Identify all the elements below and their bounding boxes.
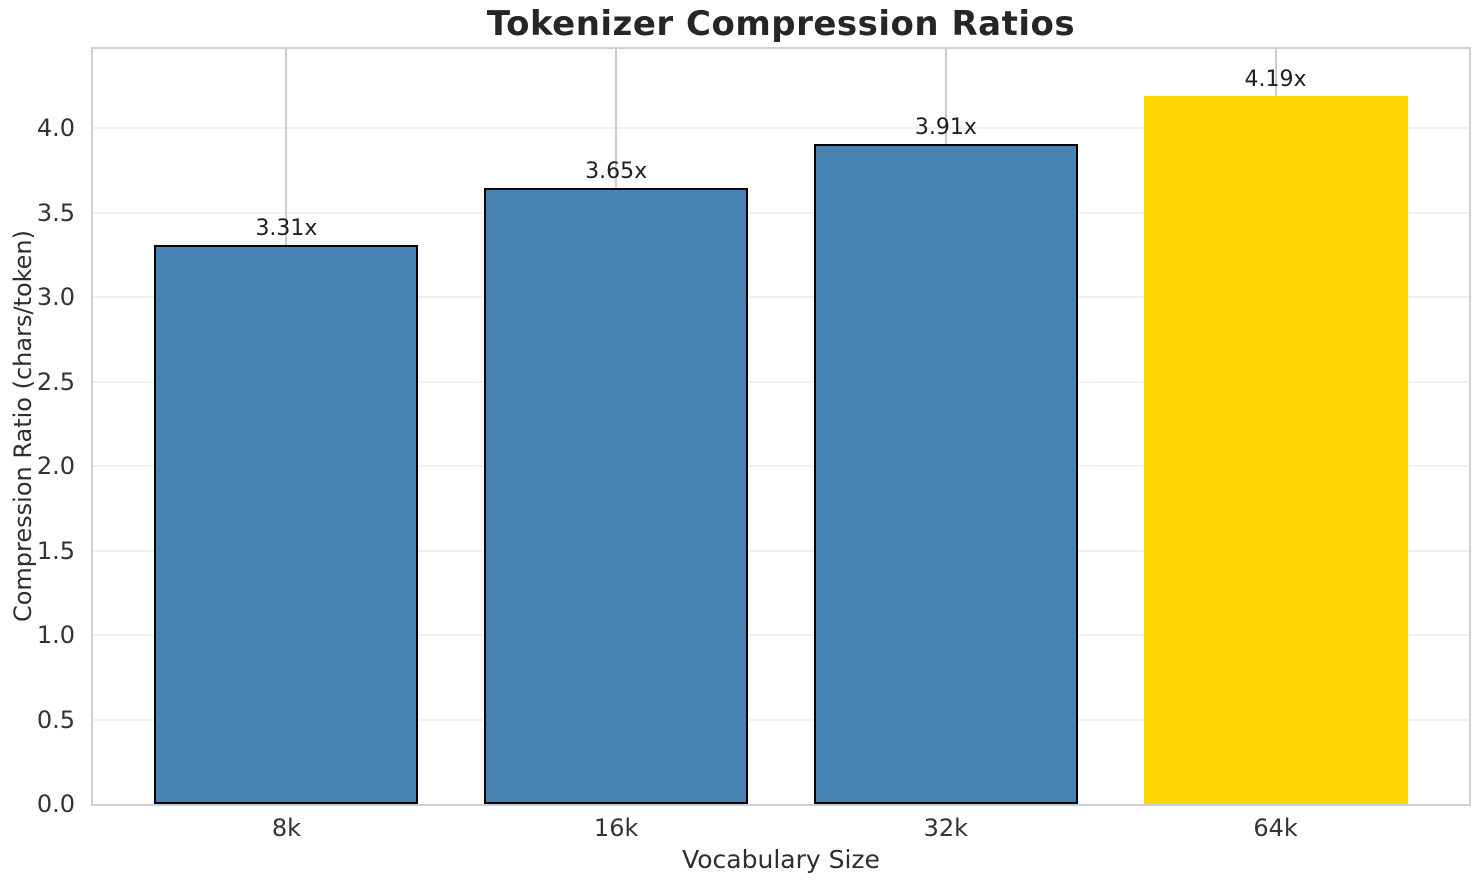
x-tick-label: 64k xyxy=(1253,814,1298,842)
horizontal-gridline xyxy=(93,465,1469,468)
bar-value-label: 4.19x xyxy=(1244,67,1307,93)
bar-value-label: 3.91x xyxy=(914,114,977,140)
horizontal-gridline xyxy=(93,634,1469,637)
y-tick-label: 3.0 xyxy=(36,283,75,312)
y-tick-label: 0.5 xyxy=(36,705,75,734)
x-tick-label: 8k xyxy=(271,814,302,842)
horizontal-gridline xyxy=(93,296,1469,299)
bar-value-label: 3.31x xyxy=(255,215,318,241)
horizontal-gridline xyxy=(93,718,1469,721)
plot-area: 3.31x 3.65x 3.91x 4.19x xyxy=(91,47,1471,806)
y-tick-label: 1.0 xyxy=(36,621,75,650)
chart-title: Tokenizer Compression Ratios xyxy=(486,4,1076,44)
bar-64k xyxy=(1143,96,1408,804)
bar-value-label: 3.65x xyxy=(585,158,648,184)
y-axis-label: Compression Ratio (chars/token) xyxy=(9,229,37,623)
y-tick-label: 1.5 xyxy=(36,536,75,565)
y-tick-label: 4.0 xyxy=(36,114,75,143)
bar-8k xyxy=(154,244,419,804)
y-tick-label: 2.5 xyxy=(36,367,75,396)
horizontal-gridline xyxy=(93,211,1469,214)
bar-32k xyxy=(813,143,1078,804)
y-tick-label: 3.5 xyxy=(36,198,75,227)
horizontal-gridline xyxy=(93,127,1469,130)
horizontal-gridline xyxy=(93,380,1469,383)
x-tick-label: 32k xyxy=(923,814,969,842)
bar-16k xyxy=(484,187,749,804)
y-tick-label: 2.0 xyxy=(36,452,75,481)
y-tick-label: 0.0 xyxy=(36,790,75,818)
horizontal-gridline xyxy=(93,549,1469,552)
x-axis-label: Vocabulary Size xyxy=(682,845,880,874)
x-tick-label: 16k xyxy=(593,814,639,842)
